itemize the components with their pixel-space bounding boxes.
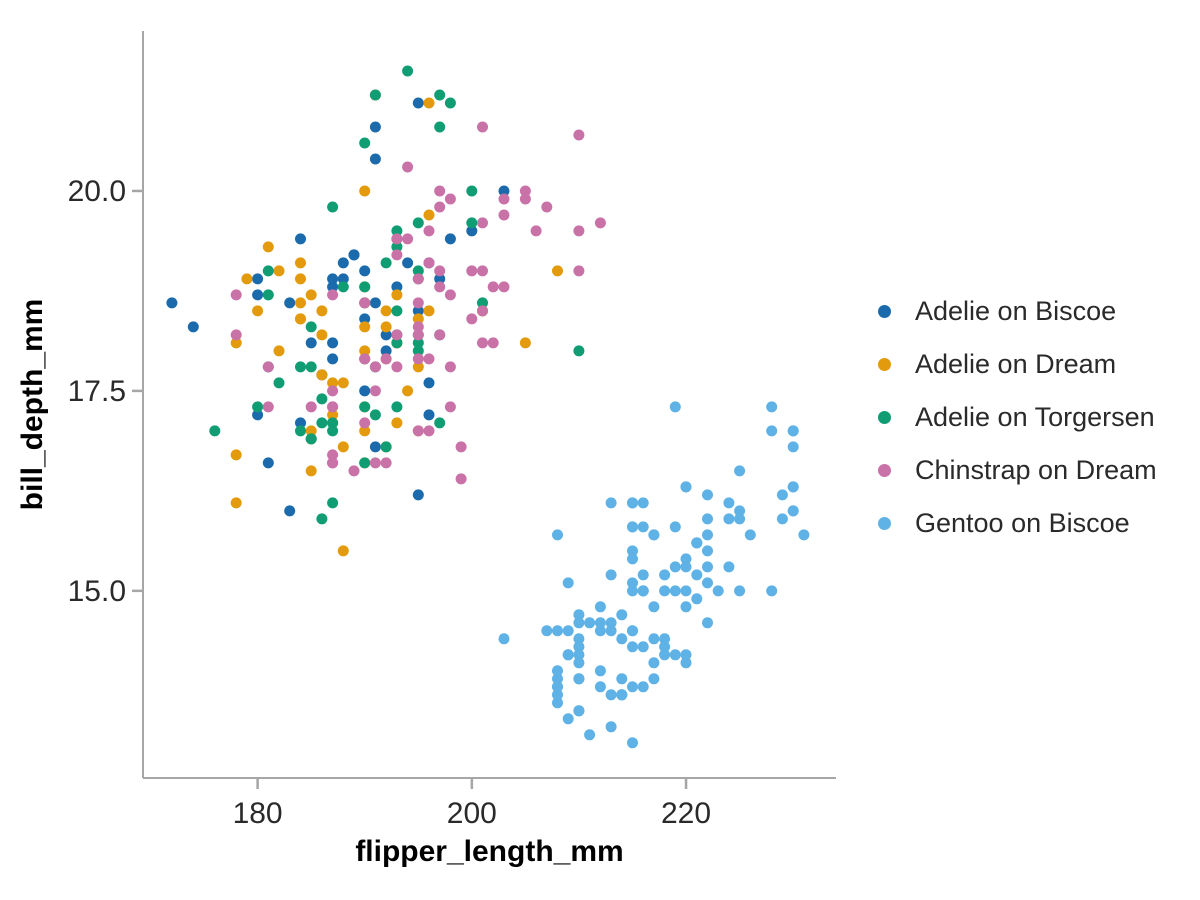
legend-item-adelie-on-biscoe: Adelie on Biscoe <box>878 296 1157 327</box>
legend-label: Chinstrap on Dream <box>915 455 1157 485</box>
y-tick-label: 20.0 <box>68 175 126 208</box>
y-axis-ticks: 20.0 17.5 15.0 <box>68 175 143 608</box>
legend-swatch-icon <box>878 411 891 424</box>
legend-label: Adelie on Biscoe <box>915 296 1117 326</box>
legend: Adelie on Biscoe Adelie on Dream Adelie on… <box>878 296 1157 561</box>
y-axis-title: bill_depth_mm <box>16 299 49 511</box>
series-adelie-on-biscoe <box>166 97 510 517</box>
x-tick-label: 200 <box>447 797 497 830</box>
x-tick-label: 180 <box>233 797 283 830</box>
x-tick-label: 220 <box>661 797 711 830</box>
series-gentoo-on-biscoe <box>498 401 810 749</box>
legend-item-gentoo-on-biscoe: Gentoo on Biscoe <box>878 508 1157 539</box>
legend-swatch-icon <box>878 358 891 371</box>
legend-item-chinstrap-on-dream: Chinstrap on Dream <box>878 455 1157 486</box>
x-axis-title: flipper_length_mm <box>355 835 623 868</box>
legend-label: Adelie on Torgersen <box>915 402 1155 432</box>
y-tick-label: 15.0 <box>68 575 126 608</box>
legend-swatch-icon <box>878 464 891 477</box>
legend-swatch-icon <box>878 305 891 318</box>
series-chinstrap-on-dream <box>230 121 606 485</box>
legend-item-adelie-on-torgersen: Adelie on Torgersen <box>878 402 1157 433</box>
y-tick-label: 17.5 <box>68 375 126 408</box>
series-adelie-on-dream <box>230 89 563 557</box>
axis-spines <box>142 31 836 779</box>
legend-label: Adelie on Dream <box>915 349 1117 379</box>
legend-item-adelie-on-dream: Adelie on Dream <box>878 349 1157 380</box>
legend-swatch-icon <box>878 517 891 530</box>
x-axis-ticks: 180 200 220 <box>233 778 711 830</box>
legend-label: Gentoo on Biscoe <box>915 508 1130 538</box>
